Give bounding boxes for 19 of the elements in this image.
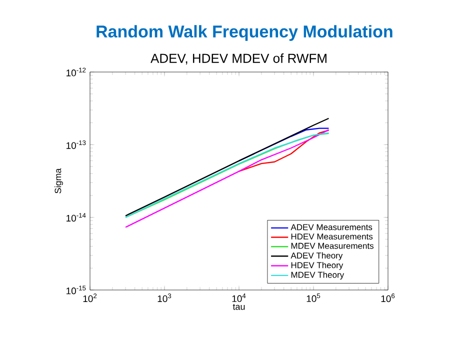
x-tick-label: 10$^{2}$ <box>83 294 97 302</box>
legend-label: MDEV Theory <box>291 272 344 280</box>
y-tick-label: 10$^{-13}$ <box>66 140 86 149</box>
y-tick-label: 10$^{-15}$ <box>66 286 86 294</box>
x-tick-label: 10$^{4}$ <box>232 294 246 302</box>
legend-label: ADEV Theory <box>290 252 343 260</box>
y-tick-label: 10$^{-14}$ <box>66 213 86 222</box>
legend-label: MDEV Measurements <box>291 242 374 249</box>
chart-subtitle: ADEV, HDEV MDEV of RWFM <box>150 53 326 64</box>
legend-label: HDEV Theory <box>291 262 344 270</box>
legend-label: HDEV Measurements <box>291 234 373 240</box>
x-tick-label: 10$^{5}$ <box>306 294 320 302</box>
x-tick-label: 10$^{3}$ <box>158 294 172 302</box>
x-axis-title: tau <box>232 304 245 310</box>
legend-label: ADEV Measurements <box>290 224 372 230</box>
y-axis-title: Sigma <box>54 168 63 194</box>
chart-title: Random Walk Frequency Modulation <box>96 25 392 41</box>
y-tick-label: 10$^{-12}$ <box>66 68 86 76</box>
x-tick-label: 10$^{6}$ <box>381 294 395 302</box>
